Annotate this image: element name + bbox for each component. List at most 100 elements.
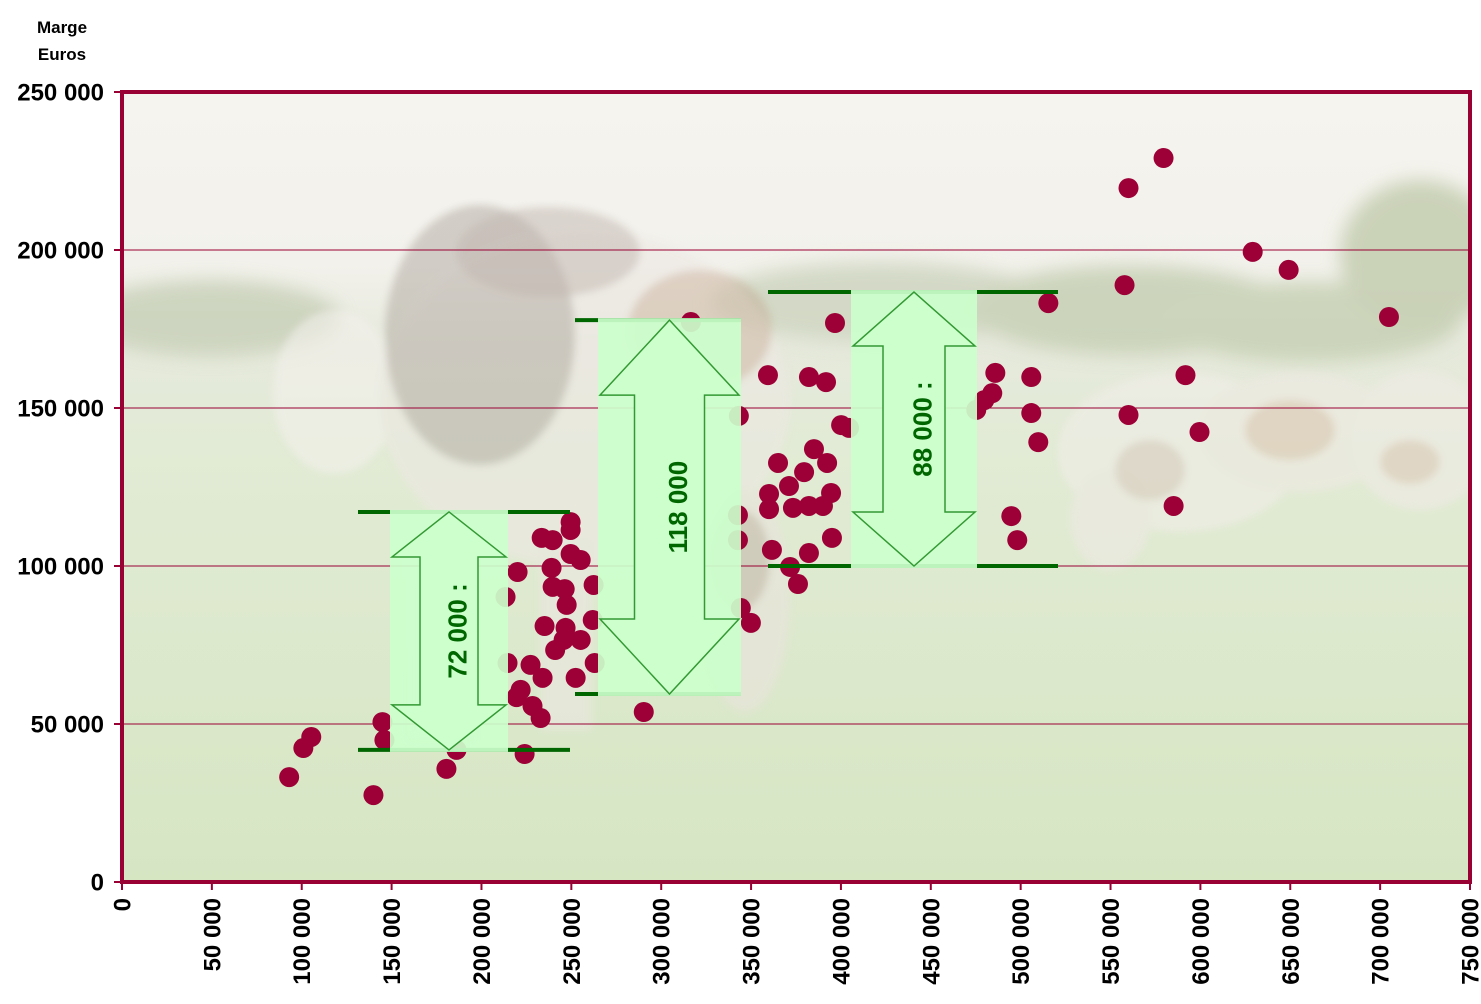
data-point — [1021, 367, 1042, 388]
x-tick-label: 0 — [110, 898, 137, 911]
data-point — [1118, 404, 1139, 425]
cow-patch — [456, 207, 640, 297]
data-point — [1114, 275, 1135, 296]
x-tick-label: 400 000 — [828, 898, 855, 985]
cow-shape — [1350, 370, 1470, 510]
plot-frame — [120, 90, 1472, 884]
x-tick-label: 350 000 — [739, 898, 766, 985]
y-tick-label: 50 000 — [31, 712, 104, 739]
cow-shape — [1070, 470, 1150, 570]
x-tick-label: 300 000 — [649, 898, 676, 985]
data-point — [1021, 403, 1042, 424]
data-point — [798, 543, 819, 564]
data-point — [821, 483, 842, 504]
data-point — [1028, 432, 1049, 453]
data-point — [985, 362, 1006, 383]
data-point — [507, 562, 528, 583]
y-tick-label: 250 000 — [17, 80, 104, 107]
data-point — [982, 383, 1003, 404]
data-point — [740, 612, 761, 633]
data-point — [768, 452, 789, 473]
data-point — [825, 312, 846, 333]
data-point — [554, 579, 575, 600]
data-point — [633, 701, 654, 722]
data-point — [560, 519, 581, 540]
tree-shape — [122, 280, 340, 356]
y-tick-label: 200 000 — [17, 238, 104, 265]
range-annotation: 118 000 — [575, 318, 741, 696]
x-tick-label: 450 000 — [918, 898, 945, 985]
data-point — [794, 462, 815, 483]
data-point — [761, 539, 782, 560]
data-point — [436, 758, 457, 779]
data-point — [565, 667, 586, 688]
data-point — [372, 712, 393, 733]
range-label: 72 000 : — [443, 583, 473, 678]
tree-shape — [1340, 180, 1470, 330]
data-point — [570, 629, 591, 650]
data-point — [570, 549, 591, 570]
data-point — [534, 616, 555, 637]
data-point — [803, 439, 824, 460]
data-point — [798, 495, 819, 516]
x-tick-label: 150 000 — [379, 898, 406, 985]
data-point — [363, 785, 384, 806]
data-point — [556, 594, 577, 615]
axis-ticks — [114, 91, 1471, 890]
data-point — [798, 367, 819, 388]
x-tick-label: 750 000 — [1458, 898, 1481, 985]
data-point — [545, 640, 566, 661]
data-point — [582, 610, 603, 631]
data-point — [1189, 422, 1210, 443]
x-tick-label: 650 000 — [1278, 898, 1305, 985]
data-point — [532, 667, 553, 688]
data-point — [817, 452, 838, 473]
x-tick-label: 250 000 — [559, 898, 586, 985]
double-arrow-icon — [389, 511, 509, 751]
data-point — [782, 497, 803, 518]
y-tick-label: 150 000 — [17, 396, 104, 423]
data-point — [821, 527, 842, 548]
data-point — [514, 744, 535, 765]
data-point — [374, 730, 395, 751]
cow-patch — [1115, 440, 1185, 500]
x-tick-label: 700 000 — [1368, 898, 1395, 985]
cow-shape — [273, 310, 397, 474]
y-axis-label-line: Euros — [37, 45, 87, 64]
data-point — [757, 365, 778, 386]
data-point — [778, 476, 799, 497]
range-label: 118 000 — [663, 461, 693, 554]
data-point — [1038, 293, 1059, 314]
cow-patch — [1380, 440, 1440, 484]
range-annotation: 72 000 : — [358, 509, 570, 752]
range-annotations: 72 000 : 118 000 88 000 : — [358, 290, 1058, 752]
data-point — [1001, 506, 1022, 527]
data-point — [1153, 148, 1174, 169]
data-point — [759, 499, 780, 520]
double-arrow-icon — [851, 291, 977, 568]
data-point — [510, 679, 531, 700]
x-tick-label: 100 000 — [289, 898, 316, 985]
x-tick-label: 200 000 — [469, 898, 496, 985]
data-point — [1007, 530, 1028, 551]
data-point — [530, 707, 551, 728]
data-point — [520, 654, 541, 675]
y-tick-label: 100 000 — [17, 554, 104, 581]
cow-patch — [1245, 400, 1335, 460]
x-tick-label: 50 000 — [199, 898, 226, 971]
axis-tick-labels: 0 50 000 100 000 150 000 200 000 250 000 0 50 0… — [17, 80, 1481, 985]
range-label: 88 000 : — [908, 381, 938, 476]
data-point — [816, 372, 837, 393]
data-point — [759, 483, 780, 504]
data-point — [1175, 365, 1196, 386]
data-point — [1378, 306, 1399, 327]
y-axis-label-line: Marge — [36, 18, 88, 37]
data-point — [542, 530, 563, 551]
data-point — [787, 574, 808, 595]
x-tick-label: 500 000 — [1008, 898, 1035, 985]
data-point — [1118, 178, 1139, 199]
x-tick-label: 600 000 — [1188, 898, 1215, 985]
data-point — [301, 726, 322, 747]
y-axis-label: Marge Euros — [12, 14, 112, 68]
